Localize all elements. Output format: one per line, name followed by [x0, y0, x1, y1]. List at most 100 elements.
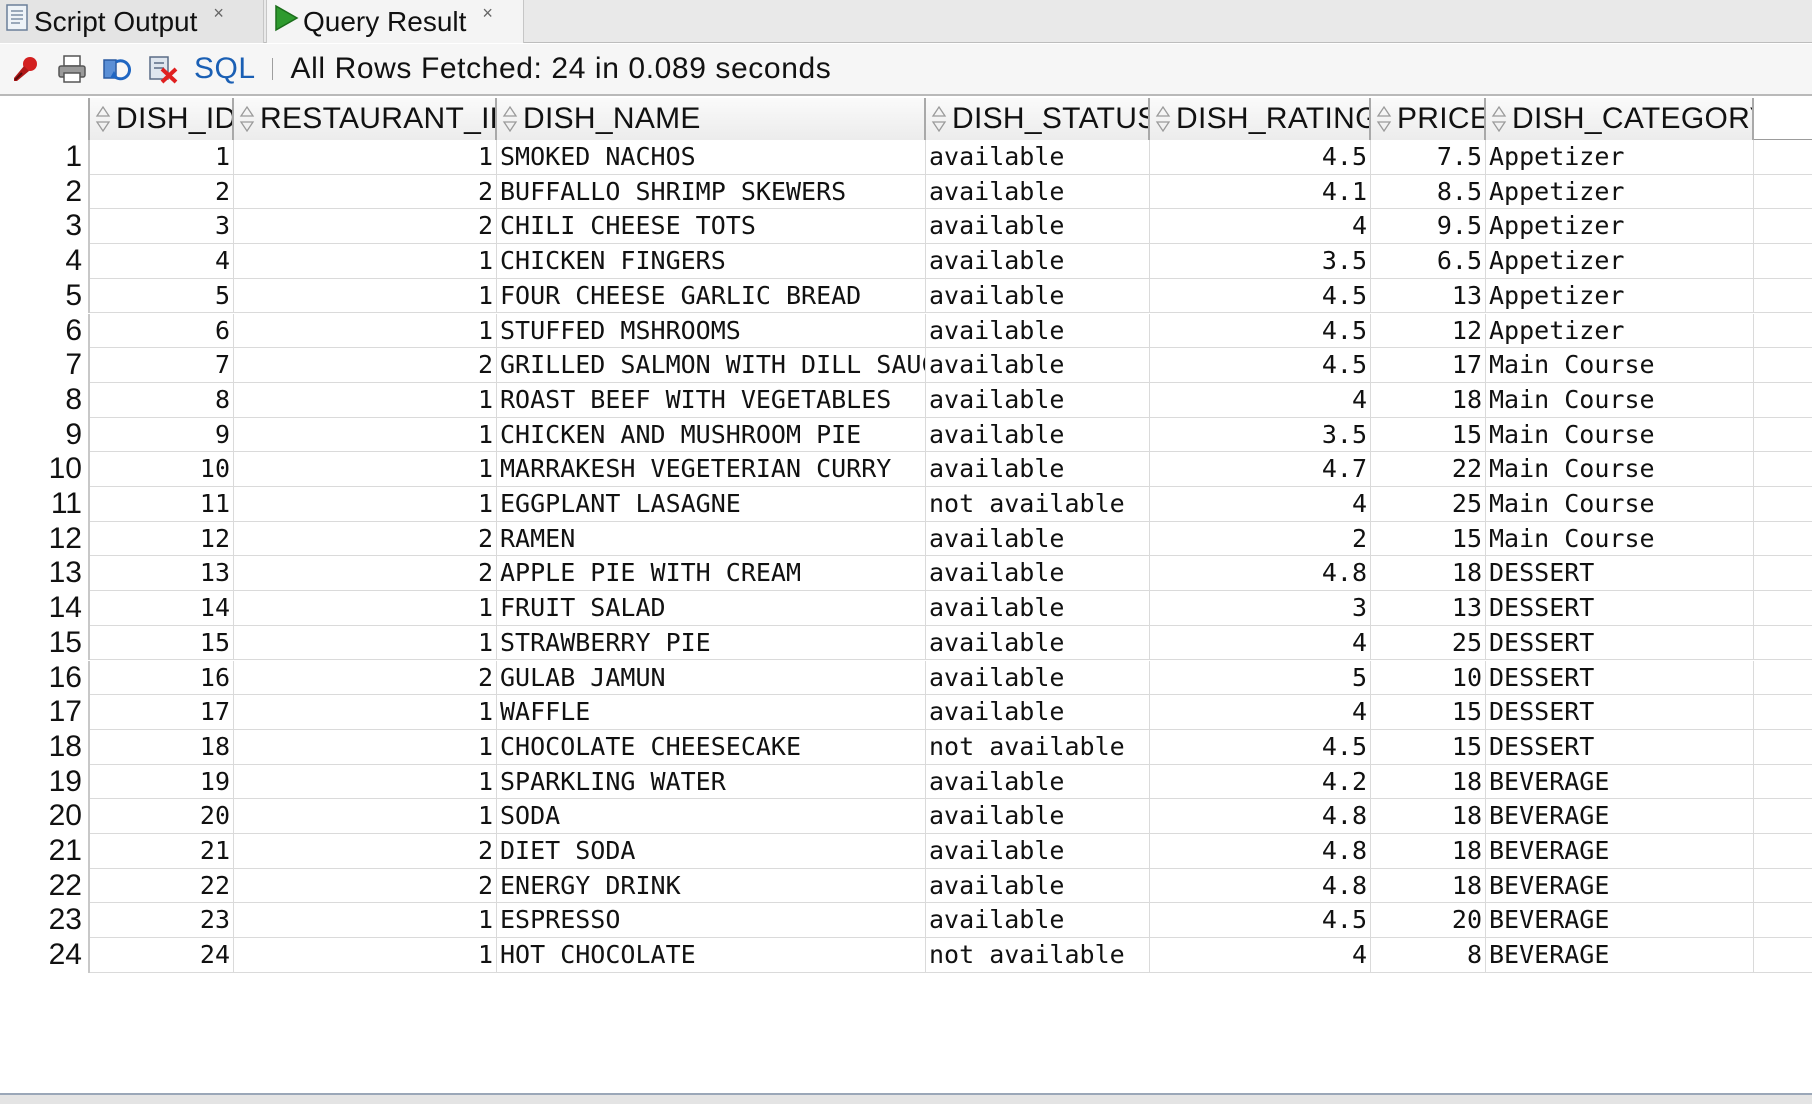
cell-restaurant-id[interactable]: 1 [234, 313, 497, 349]
cell-dish-rating[interactable]: 4.2 [1150, 764, 1371, 800]
cell-price[interactable]: 15 [1371, 695, 1486, 730]
row-number[interactable]: 21 [0, 834, 90, 869]
cell-dish-id[interactable]: 2 [90, 174, 234, 210]
cell-dish-rating[interactable]: 5 [1150, 660, 1371, 696]
row-number[interactable]: 14 [0, 591, 90, 626]
refresh-icon[interactable] [98, 49, 138, 89]
cell-restaurant-id[interactable]: 2 [234, 348, 497, 383]
cell-price[interactable]: 13 [1371, 278, 1486, 314]
cell-dish-status[interactable]: available [926, 209, 1150, 245]
cell-dish-name[interactable]: CHICKEN FINGERS [497, 244, 926, 279]
cell-dish-rating[interactable]: 4.5 [1150, 903, 1371, 939]
row-number[interactable]: 24 [0, 938, 90, 973]
cell-dish-id[interactable]: 12 [90, 521, 234, 557]
cell-dish-id[interactable]: 24 [90, 938, 234, 973]
cell-dish-rating[interactable]: 4.1 [1150, 174, 1371, 210]
cell-price[interactable]: 25 [1371, 625, 1486, 661]
cell-dish-category[interactable]: Appetizer [1486, 244, 1754, 279]
cell-dish-rating[interactable]: 4 [1150, 487, 1371, 522]
row-number[interactable]: 18 [0, 729, 90, 765]
table-row[interactable]: 23 23 1 ESPRESSO available 4.5 20 BEVERAGE [0, 903, 1812, 939]
cell-restaurant-id[interactable]: 1 [234, 382, 497, 418]
table-row[interactable]: 11 11 1 EGGPLANT LASAGNE not available 4 25 Mai… [0, 487, 1812, 522]
cell-price[interactable]: 7.5 [1371, 140, 1486, 175]
cell-dish-id[interactable]: 6 [90, 313, 234, 349]
cell-dish-rating[interactable]: 4.8 [1150, 799, 1371, 834]
cell-dish-category[interactable]: Main Course [1486, 348, 1754, 383]
table-row[interactable]: 18 18 1 CHOCOLATE CHEESECAKE not available 4.… [0, 729, 1812, 765]
cell-dish-name[interactable]: STUFFED MSHROOMS [497, 313, 926, 349]
close-icon[interactable]: × [482, 3, 493, 23]
row-number[interactable]: 16 [0, 660, 90, 696]
cell-restaurant-id[interactable]: 1 [234, 487, 497, 522]
cell-restaurant-id[interactable]: 2 [234, 868, 497, 904]
cell-dish-status[interactable]: available [926, 417, 1150, 453]
cell-dish-rating[interactable]: 4 [1150, 382, 1371, 418]
cell-dish-id[interactable]: 10 [90, 452, 234, 487]
cell-dish-id[interactable]: 19 [90, 764, 234, 800]
column-header-dish-id[interactable]: DISH_ID [90, 98, 234, 140]
cell-dish-rating[interactable]: 4.5 [1150, 313, 1371, 349]
cell-dish-status[interactable]: available [926, 140, 1150, 175]
table-row[interactable]: 13 13 2 APPLE PIE WITH CREAM available 4.8 18 D… [0, 556, 1812, 592]
cell-dish-name[interactable]: FRUIT SALAD [497, 591, 926, 626]
row-number[interactable]: 6 [0, 313, 90, 349]
column-header-dish-category[interactable]: DISH_CATEGORY [1486, 98, 1754, 140]
table-row[interactable]: 10 10 1 MARRAKESH VEGETERIAN CURRY available… [0, 452, 1812, 487]
cell-dish-name[interactable]: CHILI CHEESE TOTS [497, 209, 926, 245]
cell-price[interactable]: 18 [1371, 868, 1486, 904]
cell-price[interactable]: 18 [1371, 382, 1486, 418]
sort-icon[interactable] [501, 104, 519, 134]
sort-icon[interactable] [1154, 104, 1172, 134]
cell-dish-id[interactable]: 4 [90, 244, 234, 279]
cell-dish-rating[interactable]: 4 [1150, 938, 1371, 973]
cell-dish-category[interactable]: Main Course [1486, 417, 1754, 453]
column-header-dish-rating[interactable]: DISH_RATING [1150, 98, 1371, 140]
cell-dish-name[interactable]: CHICKEN AND MUSHROOM PIE [497, 417, 926, 453]
cell-dish-id[interactable]: 13 [90, 556, 234, 592]
cell-dish-name[interactable]: WAFFLE [497, 695, 926, 730]
tab-query-result[interactable]: Query Result × [266, 0, 524, 43]
cell-dish-status[interactable]: available [926, 348, 1150, 383]
table-row[interactable]: 19 19 1 SPARKLING WATER available 4.2 18 BEVERA… [0, 764, 1812, 800]
cell-dish-rating[interactable]: 3.5 [1150, 417, 1371, 453]
cell-dish-category[interactable]: BEVERAGE [1486, 938, 1754, 973]
cell-price[interactable]: 8 [1371, 938, 1486, 973]
cell-dish-category[interactable]: DESSERT [1486, 660, 1754, 696]
table-row[interactable]: 12 12 2 RAMEN available 2 15 Main Course [0, 521, 1812, 557]
cell-dish-name[interactable]: APPLE PIE WITH CREAM [497, 556, 926, 592]
row-number[interactable]: 10 [0, 452, 90, 487]
cell-dish-id[interactable]: 1 [90, 140, 234, 175]
cell-dish-status[interactable]: available [926, 591, 1150, 626]
table-row[interactable]: 6 6 1 STUFFED MSHROOMS available 4.5 12 Appetiz… [0, 313, 1812, 349]
cell-dish-name[interactable]: CHOCOLATE CHEESECAKE [497, 729, 926, 765]
cell-price[interactable]: 6.5 [1371, 244, 1486, 279]
cell-dish-rating[interactable]: 4.5 [1150, 348, 1371, 383]
cell-dish-name[interactable]: ESPRESSO [497, 903, 926, 939]
cell-dish-rating[interactable]: 4.5 [1150, 278, 1371, 314]
sql-link[interactable]: SQL [194, 52, 256, 85]
table-row[interactable]: 16 16 2 GULAB JAMUN available 5 10 DESSERT [0, 660, 1812, 696]
row-number[interactable]: 5 [0, 278, 90, 314]
cell-restaurant-id[interactable]: 2 [234, 660, 497, 696]
cell-dish-category[interactable]: Appetizer [1486, 174, 1754, 210]
cell-dish-id[interactable]: 23 [90, 903, 234, 939]
cell-dish-id[interactable]: 8 [90, 382, 234, 418]
cell-restaurant-id[interactable]: 1 [234, 903, 497, 939]
cell-restaurant-id[interactable]: 2 [234, 556, 497, 592]
cell-dish-name[interactable]: EGGPLANT LASAGNE [497, 487, 926, 522]
cell-restaurant-id[interactable]: 1 [234, 244, 497, 279]
cell-dish-id[interactable]: 5 [90, 278, 234, 314]
cell-price[interactable]: 18 [1371, 834, 1486, 869]
table-row[interactable]: 8 8 1 ROAST BEEF WITH VEGETABLES available 4 1… [0, 382, 1812, 418]
cell-dish-status[interactable]: available [926, 903, 1150, 939]
cell-dish-name[interactable]: MARRAKESH VEGETERIAN CURRY [497, 452, 926, 487]
cell-dish-rating[interactable]: 3.5 [1150, 244, 1371, 279]
cell-dish-status[interactable]: available [926, 799, 1150, 834]
row-number[interactable]: 1 [0, 140, 90, 175]
cell-price[interactable]: 12 [1371, 313, 1486, 349]
cell-price[interactable]: 25 [1371, 487, 1486, 522]
cell-restaurant-id[interactable]: 1 [234, 452, 497, 487]
tab-script-output[interactable]: Script Output × [0, 0, 264, 43]
cell-dish-name[interactable]: GRILLED SALMON WITH DILL SAUCE [497, 348, 926, 383]
